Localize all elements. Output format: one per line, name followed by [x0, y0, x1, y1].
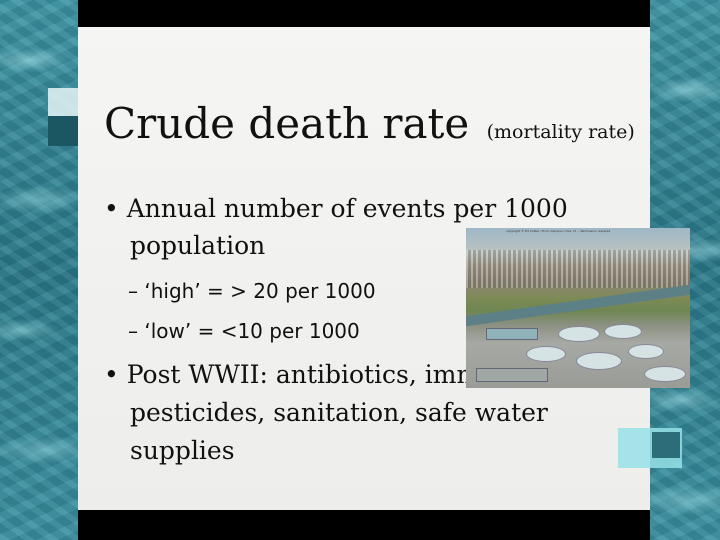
decor-square-dark-2: [652, 432, 680, 458]
treatment-tank: [628, 344, 664, 359]
treatment-tank: [526, 346, 566, 362]
treatment-tank: [576, 352, 622, 370]
top-bar: [78, 0, 650, 27]
treatment-tank: [644, 366, 686, 382]
bottom-bar: [78, 510, 650, 540]
bullet-item: • Annual number of events per 1000 popul…: [104, 190, 634, 264]
title-subtitle: (mortality rate): [486, 121, 635, 143]
title-main: Crude death rate: [104, 99, 470, 148]
bullet-icon: •: [104, 194, 119, 223]
water-treatment-plant-photo: copyright © Ed Collier / Ecol. Campus, U…: [466, 228, 690, 388]
bullet-icon: •: [104, 360, 119, 389]
river: [466, 282, 690, 328]
sub-bullet-item: – ‘high’ = > 20 per 1000: [128, 279, 376, 303]
city-skyline: [466, 250, 690, 288]
settling-basin: [476, 368, 548, 382]
sub-bullet-item: – ‘low’ = <10 per 1000: [128, 319, 360, 343]
photo-caption: copyright © Ed Collier / Ecol. Campus, U…: [506, 229, 611, 233]
treatment-tank: [604, 324, 642, 339]
settling-basin: [486, 328, 538, 340]
slide-title: Crude death rate (mortality rate): [104, 98, 635, 158]
treatment-tank: [558, 326, 600, 342]
bullet-text: Annual number of events per 1000 populat…: [126, 194, 568, 260]
decor-square-dark: [48, 116, 78, 146]
